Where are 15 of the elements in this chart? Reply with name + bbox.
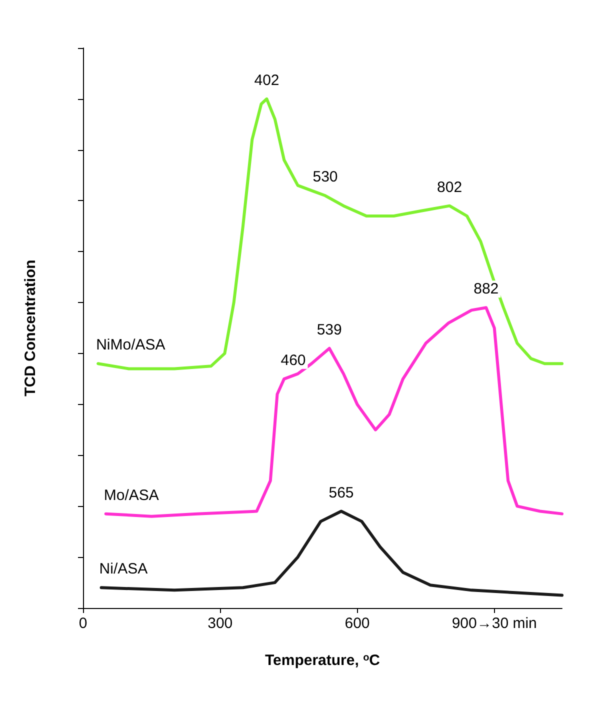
annotation: 802 xyxy=(437,178,462,196)
x-tick-label: 300 xyxy=(208,615,233,632)
annotation: 402 xyxy=(254,72,280,89)
x-tick-label: 0 xyxy=(78,615,88,632)
annotation: 565 xyxy=(328,484,354,502)
y-axis-title: TCD Concentration xyxy=(22,260,39,396)
series-label: Mo/ASA xyxy=(104,486,159,504)
annotation: 882 xyxy=(474,280,499,298)
x-tick-label: 600 xyxy=(344,615,370,632)
annotation: 530 xyxy=(312,168,338,186)
series-label: Ni/ASA xyxy=(99,560,148,578)
annotation: 460 xyxy=(280,352,306,369)
annotation: 539 xyxy=(316,321,342,338)
series-label: NiMo/ASA xyxy=(96,336,166,354)
x-tick-label: 900→30 min xyxy=(452,615,537,632)
